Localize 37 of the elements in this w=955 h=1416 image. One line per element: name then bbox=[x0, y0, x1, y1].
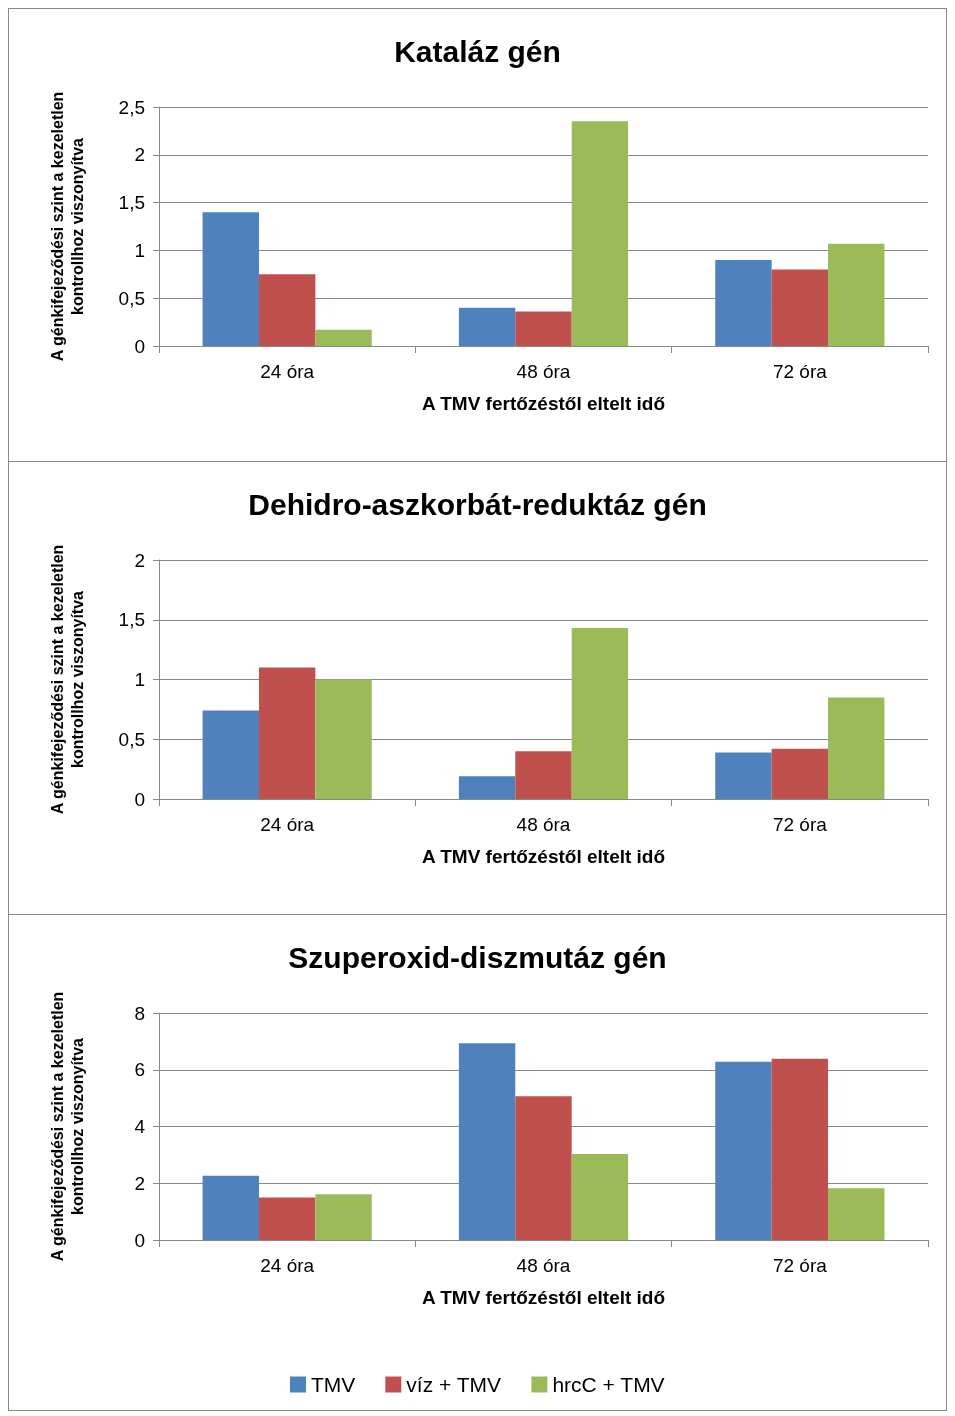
x-axis-title: A TMV fertőzéstől eltelt idő bbox=[421, 1287, 666, 1308]
y-tick-label: 1 bbox=[134, 669, 145, 690]
y-tick-label: 2 bbox=[134, 144, 145, 166]
y-tick-label: 8 bbox=[134, 1002, 145, 1024]
x-axis-title: A TMV fertőzéstől eltelt idő bbox=[421, 846, 666, 867]
y-tick-label: 0 bbox=[134, 335, 145, 357]
y-tick-label: 1,5 bbox=[118, 609, 145, 631]
y-tick-label: 2 bbox=[134, 549, 145, 571]
x-tick-label: 72 óra bbox=[772, 814, 828, 835]
chart-title: Szuperoxid-diszmutáz gén bbox=[288, 940, 667, 974]
x-tick-label: 24 óra bbox=[260, 814, 315, 835]
x-tick-label: 24 óra bbox=[260, 361, 315, 382]
legend-label: TMV bbox=[310, 1373, 356, 1396]
y-tick-label: 1 bbox=[134, 239, 145, 261]
y-tick-label: 0 bbox=[134, 788, 145, 810]
legend-label: víz + TMV bbox=[406, 1373, 502, 1396]
y-axis-title: A génkifejeződési szint a kezeletlen kontrollhoz viszonyítva bbox=[48, 991, 86, 1262]
legend-label: hrcC + TMV bbox=[552, 1373, 665, 1396]
x-tick-label: 72 óra bbox=[772, 361, 828, 382]
y-tick-label: 6 bbox=[134, 1059, 145, 1081]
y-axis-title: A génkifejeződési szint a kezeletlen kontrollhoz viszonyítva bbox=[48, 91, 86, 362]
y-tick-label: 4 bbox=[134, 1116, 146, 1137]
y-tick-label: 0,5 bbox=[118, 728, 145, 750]
y-tick-label: 1,5 bbox=[118, 192, 145, 214]
chart-title: Kataláz gén bbox=[394, 34, 561, 68]
x-tick-label: 72 óra bbox=[772, 1255, 828, 1276]
x-tick-label: 48 óra bbox=[516, 361, 571, 382]
y-axis-title: A génkifejeződési szint a kezeletlen kontrollhoz viszonyítva bbox=[48, 544, 86, 815]
y-tick-label: 0 bbox=[134, 1229, 145, 1251]
x-tick-label: 24 óra bbox=[260, 1255, 315, 1276]
y-tick-label: 2,5 bbox=[118, 96, 145, 118]
x-axis-title: A TMV fertőzéstől eltelt idő bbox=[421, 393, 666, 414]
x-tick-label: 48 óra bbox=[516, 814, 571, 835]
chart-title: Dehidro-aszkorbát-reduktáz gén bbox=[248, 487, 707, 521]
y-tick-label: 0,5 bbox=[118, 287, 145, 309]
y-tick-label: 2 bbox=[134, 1172, 145, 1194]
x-tick-label: 48 óra bbox=[516, 1255, 571, 1276]
